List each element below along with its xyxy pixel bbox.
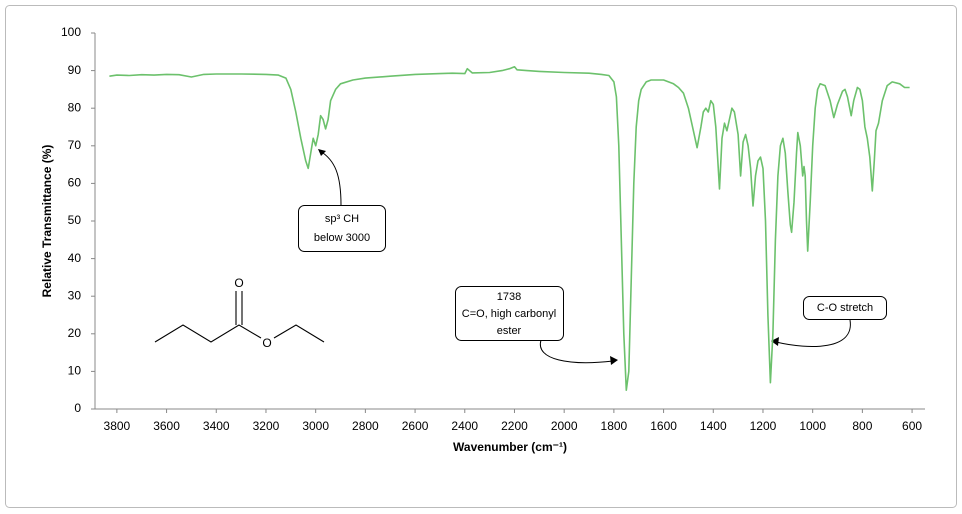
y-tick-label: 50 (68, 213, 82, 227)
atom-label: O (262, 336, 271, 350)
x-tick-label: 2400 (451, 419, 478, 433)
bond (154, 324, 262, 343)
y-tick-label: 30 (68, 288, 82, 302)
y-tick-label: 100 (61, 25, 81, 39)
x-tick-label: 2200 (501, 419, 528, 433)
y-tick-label: 60 (68, 176, 82, 190)
y-axis-title: Relative Transmittance (%) (40, 145, 54, 298)
x-tick-label: 1400 (700, 419, 727, 433)
y-tick-label: 90 (68, 63, 82, 77)
y-tick-label: 70 (68, 138, 82, 152)
annotation-text: 1738 (497, 291, 521, 303)
annotation-text: sp³ CH (325, 213, 359, 225)
y-tick-label: 10 (68, 364, 82, 378)
x-tick-label: 1200 (750, 419, 777, 433)
x-tick-label: 3400 (203, 419, 230, 433)
molecule: O O (154, 276, 325, 350)
x-tick-label: 2000 (551, 419, 578, 433)
annotation-text: below 3000 (314, 232, 370, 244)
x-tick-label: 2600 (402, 419, 429, 433)
atom-label: O (234, 276, 243, 290)
annotation-text: C=O, high carbonyl (462, 308, 556, 320)
y-tick-label: 20 (68, 326, 82, 340)
annotation-box (803, 296, 887, 320)
annotation-box (298, 205, 386, 252)
x-tick-label: 2800 (352, 419, 379, 433)
annotation-box (455, 286, 564, 341)
x-tick-label: 3600 (153, 419, 180, 433)
spectrum-line (109, 66, 910, 391)
annotation-text: C-O stretch (817, 302, 873, 314)
x-tick-label: 800 (852, 419, 872, 433)
x-tick-label: 600 (902, 419, 922, 433)
y-tick-label: 0 (74, 401, 81, 415)
x-tick-label: 1600 (650, 419, 677, 433)
annotation-text: ester (497, 325, 522, 337)
arrow-head (318, 149, 326, 156)
bond (273, 324, 325, 343)
arrow-head (610, 356, 618, 365)
annotation-arrow (539, 339, 614, 364)
annotation-arrow (775, 319, 851, 347)
chart-frame (5, 5, 957, 508)
x-tick-label: 1000 (799, 419, 826, 433)
y-tick-label: 40 (68, 251, 82, 265)
y-tick-label: 80 (68, 100, 82, 114)
x-tick-label: 3200 (253, 419, 280, 433)
x-axis-title: Wavenumber (cm⁻¹) (453, 440, 567, 454)
x-tick-label: 1800 (601, 419, 628, 433)
x-tick-label: 3000 (302, 419, 329, 433)
arrow-head (771, 337, 779, 346)
x-tick-label: 3800 (104, 419, 131, 433)
